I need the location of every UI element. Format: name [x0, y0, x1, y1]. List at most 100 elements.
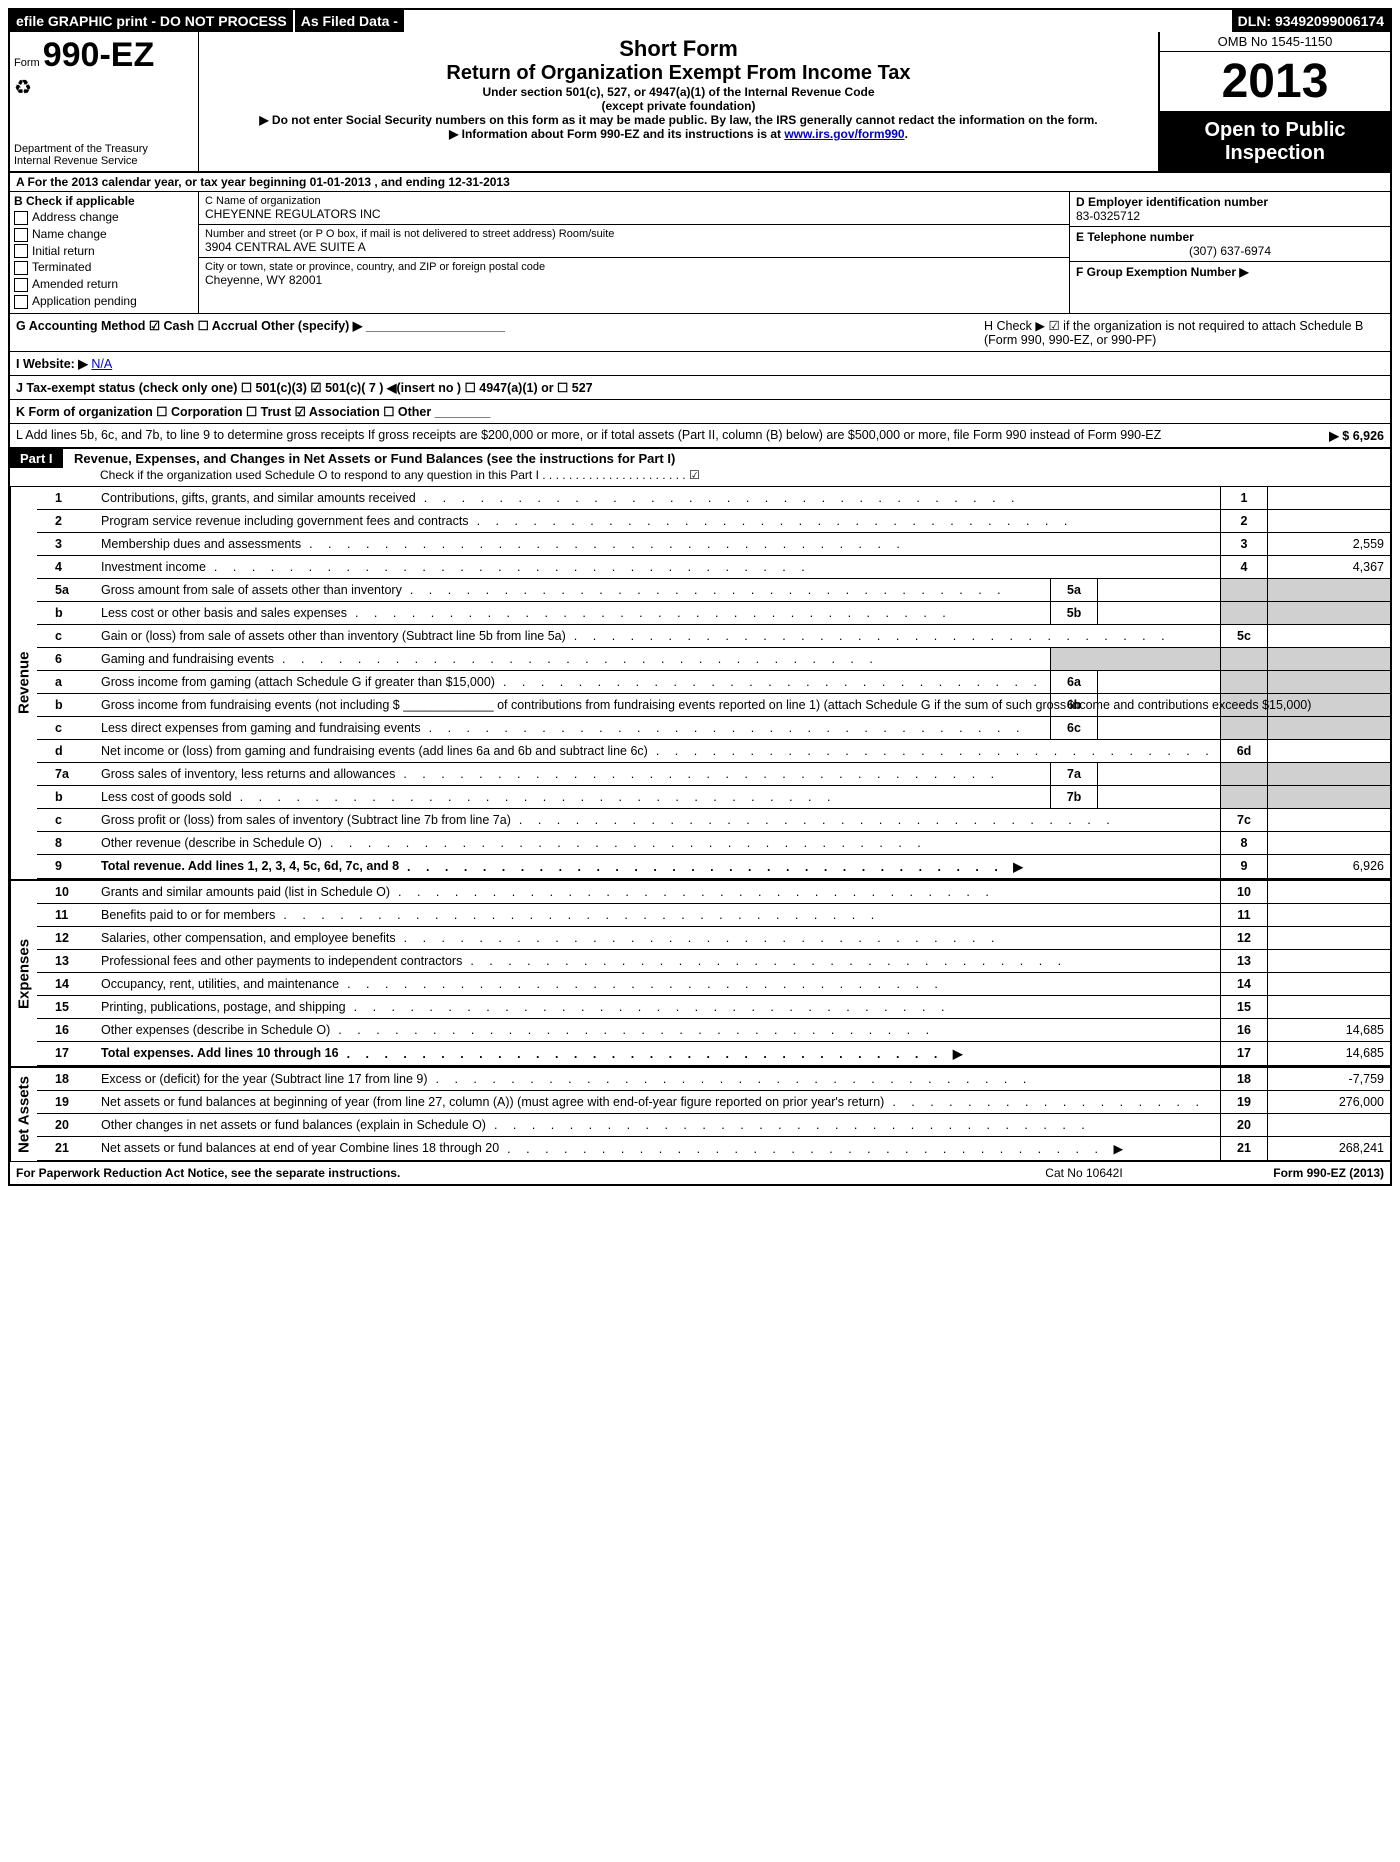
right-value [1268, 739, 1391, 762]
line-number: 9 [37, 854, 95, 878]
org-name: CHEYENNE REGULATORS INC [205, 207, 1063, 221]
chk-application-pending[interactable]: Application pending [14, 294, 194, 309]
table-row: 17Total expenses. Add lines 10 through 1… [37, 1041, 1390, 1065]
line-desc: Gaming and fundraising events. . . . . .… [95, 647, 1051, 670]
right-value: 14,685 [1268, 1018, 1391, 1041]
line-desc: Investment income. . . . . . . . . . . .… [95, 555, 1221, 578]
header-mid: Short Form Return of Organization Exempt… [199, 32, 1158, 171]
line-number: 12 [37, 926, 95, 949]
line-desc: Less cost of goods sold. . . . . . . . .… [95, 785, 1051, 808]
org-addr: 3904 CENTRAL AVE SUITE A [205, 240, 1063, 254]
line-number: a [37, 670, 95, 693]
chk-name-change[interactable]: Name change [14, 227, 194, 242]
line-number: 7a [37, 762, 95, 785]
line-k: K Form of organization ☐ Corporation ☐ T… [10, 400, 1390, 424]
right-line-number: 21 [1221, 1136, 1268, 1160]
line-desc: Benefits paid to or for members. . . . .… [95, 903, 1221, 926]
table-row: 20Other changes in net assets or fund ba… [37, 1113, 1390, 1136]
line-i: I Website: ▶ N/A [10, 352, 1390, 376]
mid-line-number: 6c [1051, 716, 1098, 739]
right-val-grey [1268, 762, 1391, 785]
part1-sub: Check if the organization used Schedule … [10, 468, 1390, 482]
line-number: 15 [37, 995, 95, 1018]
right-line-number: 11 [1221, 903, 1268, 926]
netassets-section: Net Assets 18Excess or (deficit) for the… [10, 1066, 1390, 1161]
line-desc: Other changes in net assets or fund bala… [95, 1113, 1221, 1136]
line-number: 10 [37, 881, 95, 904]
org-addr-label: Number and street (or P O box, if mail i… [205, 228, 1063, 240]
mid-line-number: 6a [1051, 670, 1098, 693]
right-value [1268, 972, 1391, 995]
line-desc: Gross profit or (loss) from sales of inv… [95, 808, 1221, 831]
mid-value [1098, 670, 1221, 693]
right-line-number: 14 [1221, 972, 1268, 995]
line-desc: Less cost or other basis and sales expen… [95, 601, 1051, 624]
col-d: D Employer identification number 83-0325… [1069, 192, 1390, 313]
right-value: 2,559 [1268, 532, 1391, 555]
right-value: 14,685 [1268, 1041, 1391, 1065]
chk-amended-return[interactable]: Amended return [14, 277, 194, 292]
tel-value: (307) 637-6974 [1076, 244, 1384, 258]
ein-value: 83-0325712 [1076, 209, 1384, 223]
mid-line-number: 7b [1051, 785, 1098, 808]
line-number: 6 [37, 647, 95, 670]
right-line-number: 18 [1221, 1068, 1268, 1091]
ein-label: D Employer identification number [1076, 195, 1384, 209]
table-row: 10Grants and similar amounts paid (list … [37, 881, 1390, 904]
right-value [1268, 881, 1391, 904]
table-row: 15Printing, publications, postage, and s… [37, 995, 1390, 1018]
chk-terminated[interactable]: Terminated [14, 260, 194, 275]
tel-cell: E Telephone number (307) 637-6974 [1070, 227, 1390, 262]
right-value: 276,000 [1268, 1090, 1391, 1113]
recycle-icon: ♻ [14, 75, 194, 100]
right-line-number: 3 [1221, 532, 1268, 555]
mid-grey [1051, 647, 1221, 670]
line-desc: Other expenses (describe in Schedule O).… [95, 1018, 1221, 1041]
revenue-table: 1Contributions, gifts, grants, and simil… [37, 487, 1390, 879]
line-number: 18 [37, 1068, 95, 1091]
right-line-number: 2 [1221, 509, 1268, 532]
efile-label: efile GRAPHIC print - DO NOT PROCESS [10, 10, 293, 32]
right-num-grey [1221, 670, 1268, 693]
line-desc: Gross income from gaming (attach Schedul… [95, 670, 1051, 693]
line-number: b [37, 785, 95, 808]
part1-header: Part I Revenue, Expenses, and Changes in… [10, 449, 1390, 487]
row-a-tax-year: A For the 2013 calendar year, or tax yea… [10, 173, 1390, 192]
form-prefix: Form [14, 57, 40, 69]
right-line-number: 5c [1221, 624, 1268, 647]
right-value [1268, 487, 1391, 510]
line-g: G Accounting Method ☑ Cash ☐ Accrual Oth… [16, 318, 984, 347]
open-to-public: Open to Public Inspection [1160, 113, 1390, 171]
line-h: H Check ▶ ☑ if the organization is not r… [984, 318, 1384, 347]
table-row: 1Contributions, gifts, grants, and simil… [37, 487, 1390, 510]
dept-treasury: Department of the Treasury [14, 143, 148, 155]
right-value [1268, 903, 1391, 926]
right-line-number: 7c [1221, 808, 1268, 831]
info-about: ▶ Information about Form 990-EZ and its … [207, 127, 1150, 141]
line-number: 21 [37, 1136, 95, 1160]
header-right: OMB No 1545-1150 2013 Open to Public Ins… [1158, 32, 1390, 171]
line-number: 16 [37, 1018, 95, 1041]
line-l-text: L Add lines 5b, 6c, and 7b, to line 9 to… [16, 428, 1264, 443]
website-link[interactable]: N/A [91, 357, 112, 371]
table-row: dNet income or (loss) from gaming and fu… [37, 739, 1390, 762]
dln-label: DLN: 93492099006174 [1232, 10, 1390, 32]
tel-label: E Telephone number [1076, 230, 1384, 244]
info-link[interactable]: www.irs.gov/form990 [784, 127, 904, 141]
expenses-section: Expenses 10Grants and similar amounts pa… [10, 879, 1390, 1066]
org-city: Cheyenne, WY 82001 [205, 273, 1063, 287]
right-val-grey [1268, 647, 1391, 670]
part1-title: Revenue, Expenses, and Changes in Net As… [66, 451, 675, 466]
line-desc: Total revenue. Add lines 1, 2, 3, 4, 5c,… [95, 854, 1221, 878]
right-line-number: 8 [1221, 831, 1268, 854]
table-row: 11Benefits paid to or for members. . . .… [37, 903, 1390, 926]
table-row: 5aGross amount from sale of assets other… [37, 578, 1390, 601]
right-value: 4,367 [1268, 555, 1391, 578]
chk-initial-return[interactable]: Initial return [14, 244, 194, 259]
col-c: C Name of organization CHEYENNE REGULATO… [199, 192, 1069, 313]
org-city-label: City or town, state or province, country… [205, 261, 1063, 273]
chk-address-change[interactable]: Address change [14, 210, 194, 225]
line-i-label: I Website: ▶ [16, 357, 91, 371]
right-val-grey [1268, 785, 1391, 808]
ein-cell: D Employer identification number 83-0325… [1070, 192, 1390, 227]
